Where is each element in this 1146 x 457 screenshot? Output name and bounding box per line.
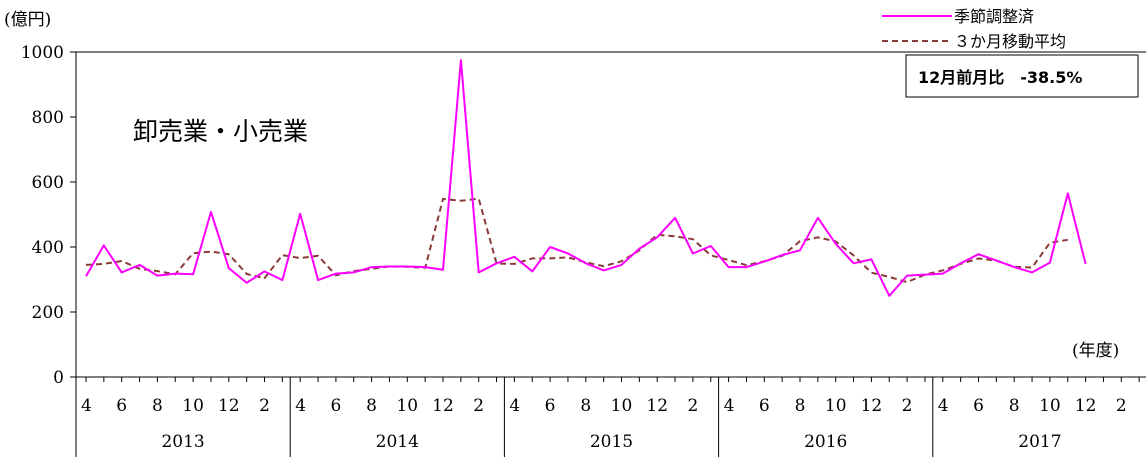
y-tick-label-1000: 1000 xyxy=(21,43,64,63)
month-label-2016-8: 8 xyxy=(795,396,806,416)
month-label-2015-8: 8 xyxy=(580,396,591,416)
annotation-box: 12月前月比 -38.5% xyxy=(905,54,1139,98)
legend: 季節調整済 ３か月移動平均 xyxy=(882,7,1066,51)
year-label-2013: 2013 xyxy=(161,432,204,452)
annotation-text: 12月前月比 -38.5% xyxy=(918,68,1082,87)
month-label-2017-6: 6 xyxy=(973,396,984,416)
month-label-2014-10: 10 xyxy=(396,396,418,416)
month-label-2017-2: 2 xyxy=(1116,396,1127,416)
month-label-2016-4: 4 xyxy=(724,396,735,416)
y-axis-unit-label: (億円) xyxy=(4,10,51,30)
chart-title: 卸売業・小売業 xyxy=(133,117,308,146)
month-label-2013-8: 8 xyxy=(152,396,163,416)
month-label-2013-10: 10 xyxy=(182,396,204,416)
month-label-2016-10: 10 xyxy=(825,396,847,416)
y-tick-label-800: 800 xyxy=(32,108,64,128)
series-moving-average-line xyxy=(85,197,1068,284)
month-label-2015-10: 10 xyxy=(611,396,633,416)
y-tick-label-0: 0 xyxy=(53,368,64,388)
month-label-2014-4: 4 xyxy=(295,396,306,416)
month-label-2013-6: 6 xyxy=(116,396,127,416)
y-tick-label-400: 400 xyxy=(32,238,64,258)
annotation-frame xyxy=(905,54,1139,98)
month-label-2016-12: 12 xyxy=(861,396,883,416)
month-label-2014-6: 6 xyxy=(330,396,341,416)
year-label-2017: 2017 xyxy=(1018,432,1061,452)
month-label-2013-2: 2 xyxy=(259,396,270,416)
month-label-2015-6: 6 xyxy=(545,396,556,416)
month-label-2015-2: 2 xyxy=(687,396,698,416)
month-label-2017-10: 10 xyxy=(1039,396,1061,416)
month-label-2016-6: 6 xyxy=(759,396,770,416)
month-label-2013-4: 4 xyxy=(81,396,92,416)
series-seasonal-adjusted-line xyxy=(85,59,1087,297)
month-label-2016-2: 2 xyxy=(902,396,913,416)
month-label-2014-2: 2 xyxy=(473,396,484,416)
year-label-2014: 2014 xyxy=(376,432,419,452)
month-label-2015-12: 12 xyxy=(646,396,668,416)
year-label-2016: 2016 xyxy=(804,432,847,452)
legend-seasonal-label: 季節調整済 xyxy=(954,7,1034,26)
y-tick-label-600: 600 xyxy=(32,173,64,193)
month-label-2015-4: 4 xyxy=(509,396,520,416)
month-label-2017-4: 4 xyxy=(938,396,949,416)
month-label-2017-8: 8 xyxy=(1009,396,1020,416)
month-label-2014-8: 8 xyxy=(366,396,377,416)
x-axis-unit-label: (年度) xyxy=(1072,341,1119,361)
month-label-2013-12: 12 xyxy=(218,396,240,416)
year-label-2015: 2015 xyxy=(590,432,633,452)
legend-moving-average-label: ３か月移動平均 xyxy=(954,32,1066,51)
plot-area: 0 200 400 600 800 1000 2013 4 6 8 10 12 2 2014 4 6 8 10 12… xyxy=(21,43,1146,457)
y-tick-label-200: 200 xyxy=(32,303,64,323)
month-label-2014-12: 12 xyxy=(432,396,454,416)
month-label-2017-12: 12 xyxy=(1075,396,1097,416)
